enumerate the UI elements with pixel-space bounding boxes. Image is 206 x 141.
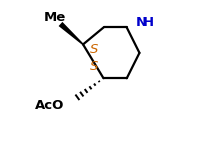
Polygon shape — [58, 22, 83, 45]
Text: S: S — [90, 43, 98, 56]
Text: N: N — [135, 16, 146, 29]
Text: AcO: AcO — [34, 99, 64, 112]
Text: Me: Me — [43, 11, 66, 24]
Text: H: H — [142, 16, 153, 29]
Text: S: S — [90, 60, 98, 73]
